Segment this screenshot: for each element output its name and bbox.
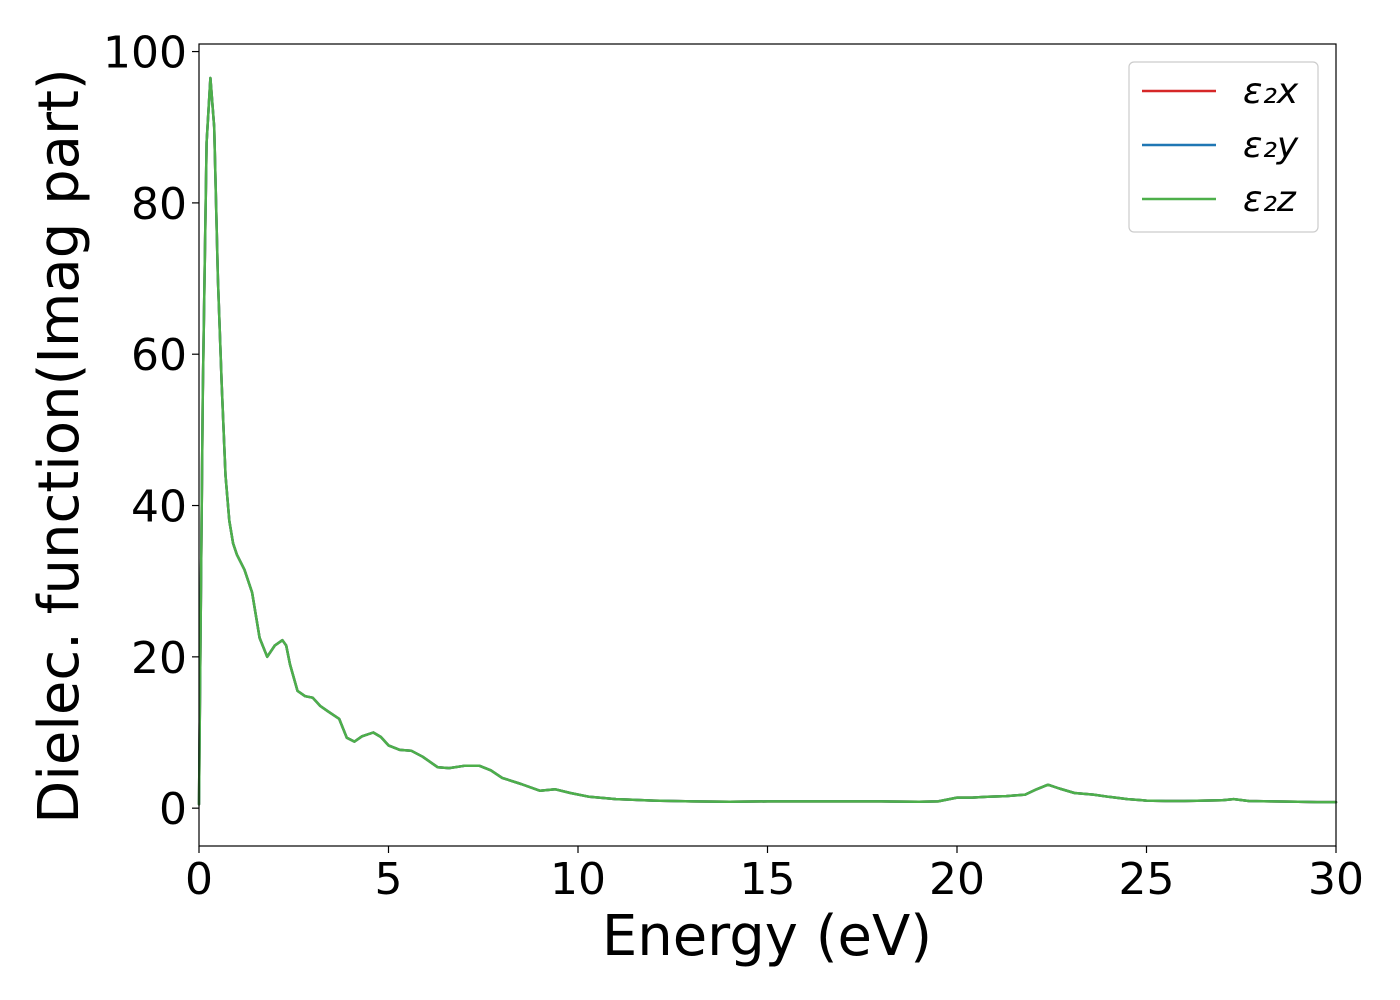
y-axis-label: Dielec. function(Imag part) [27, 68, 92, 824]
y-ticks: 0 20 40 60 80 100 [103, 28, 199, 835]
x-tick-label: 25 [1119, 854, 1175, 905]
plot-frame [198, 43, 1337, 847]
x-tick-label: 15 [740, 854, 796, 905]
x-tick-label: 20 [929, 854, 985, 905]
y-tick-label: 40 [131, 482, 187, 533]
y-tick-label: 80 [131, 179, 187, 230]
x-axis-label: Energy (eV) [602, 904, 932, 969]
legend-label-1: ε₂x [1243, 71, 1299, 112]
x-tick-label: 10 [550, 854, 606, 905]
legend: ε₂x ε₂y ε₂z [1128, 61, 1319, 233]
y-tick-label: 100 [103, 28, 187, 79]
legend-label-3: ε₂z [1243, 179, 1297, 220]
x-tick-label: 5 [375, 854, 403, 905]
legend-label-2: ε₂y [1243, 125, 1299, 166]
series-line-3 [197, 76, 1338, 806]
y-tick-label: 20 [131, 633, 187, 684]
legend-box [1128, 61, 1319, 233]
y-tick-label: 0 [159, 784, 187, 835]
y-tick-label: 60 [131, 330, 187, 381]
series-lines [197, 76, 1338, 806]
x-tick-label: 0 [185, 854, 213, 905]
x-tick-label: 30 [1308, 854, 1364, 905]
x-ticks: 0 5 10 15 20 25 30 [185, 846, 1364, 905]
